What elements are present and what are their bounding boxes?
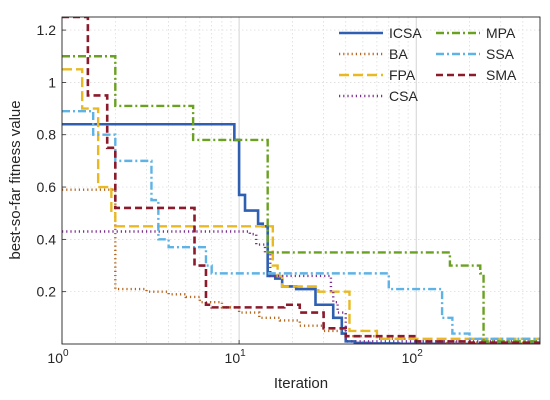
legend-label-icsa: ICSA xyxy=(389,25,422,41)
y-tick-label: 0.6 xyxy=(37,179,57,195)
x-tick-label: 100 xyxy=(47,348,69,366)
x-axis-title: Iteration xyxy=(274,375,328,392)
legend-label-csa: CSA xyxy=(389,88,418,104)
y-tick-label: 0.4 xyxy=(37,231,57,247)
legend-label-sma: SMA xyxy=(486,67,517,83)
legend-label-ssa: SSA xyxy=(486,46,515,62)
series-line-icsa xyxy=(62,122,540,344)
series-line-ssa xyxy=(62,109,540,342)
legend-label-fpa: FPA xyxy=(389,67,416,83)
x-tick-label: 102 xyxy=(402,348,424,366)
series-line-fpa xyxy=(62,68,540,340)
y-tick-label: 1 xyxy=(48,74,56,90)
series-line-ba xyxy=(62,188,540,344)
axis-ticks: 0.2 0.4 0.6 0.8 1 1.2 100 101 102 xyxy=(37,22,424,366)
plot-area xyxy=(62,17,540,344)
plot-frame xyxy=(61,16,541,345)
grid-lines xyxy=(61,17,541,344)
legend-label-ba: BA xyxy=(389,46,408,62)
y-tick-label: 0.2 xyxy=(37,284,57,300)
series-line-mpa xyxy=(62,55,540,343)
y-axis-title: best-so-far fitness value xyxy=(7,100,24,259)
y-tick-label: 0.8 xyxy=(37,127,57,143)
y-tick-label: 1.2 xyxy=(37,22,57,38)
series-layer xyxy=(62,17,540,344)
legend-label-mpa: MPA xyxy=(486,25,516,41)
x-tick-label: 101 xyxy=(225,348,247,366)
legend: ICSA BA FPA CSA MPA SSA SMA xyxy=(339,25,517,104)
